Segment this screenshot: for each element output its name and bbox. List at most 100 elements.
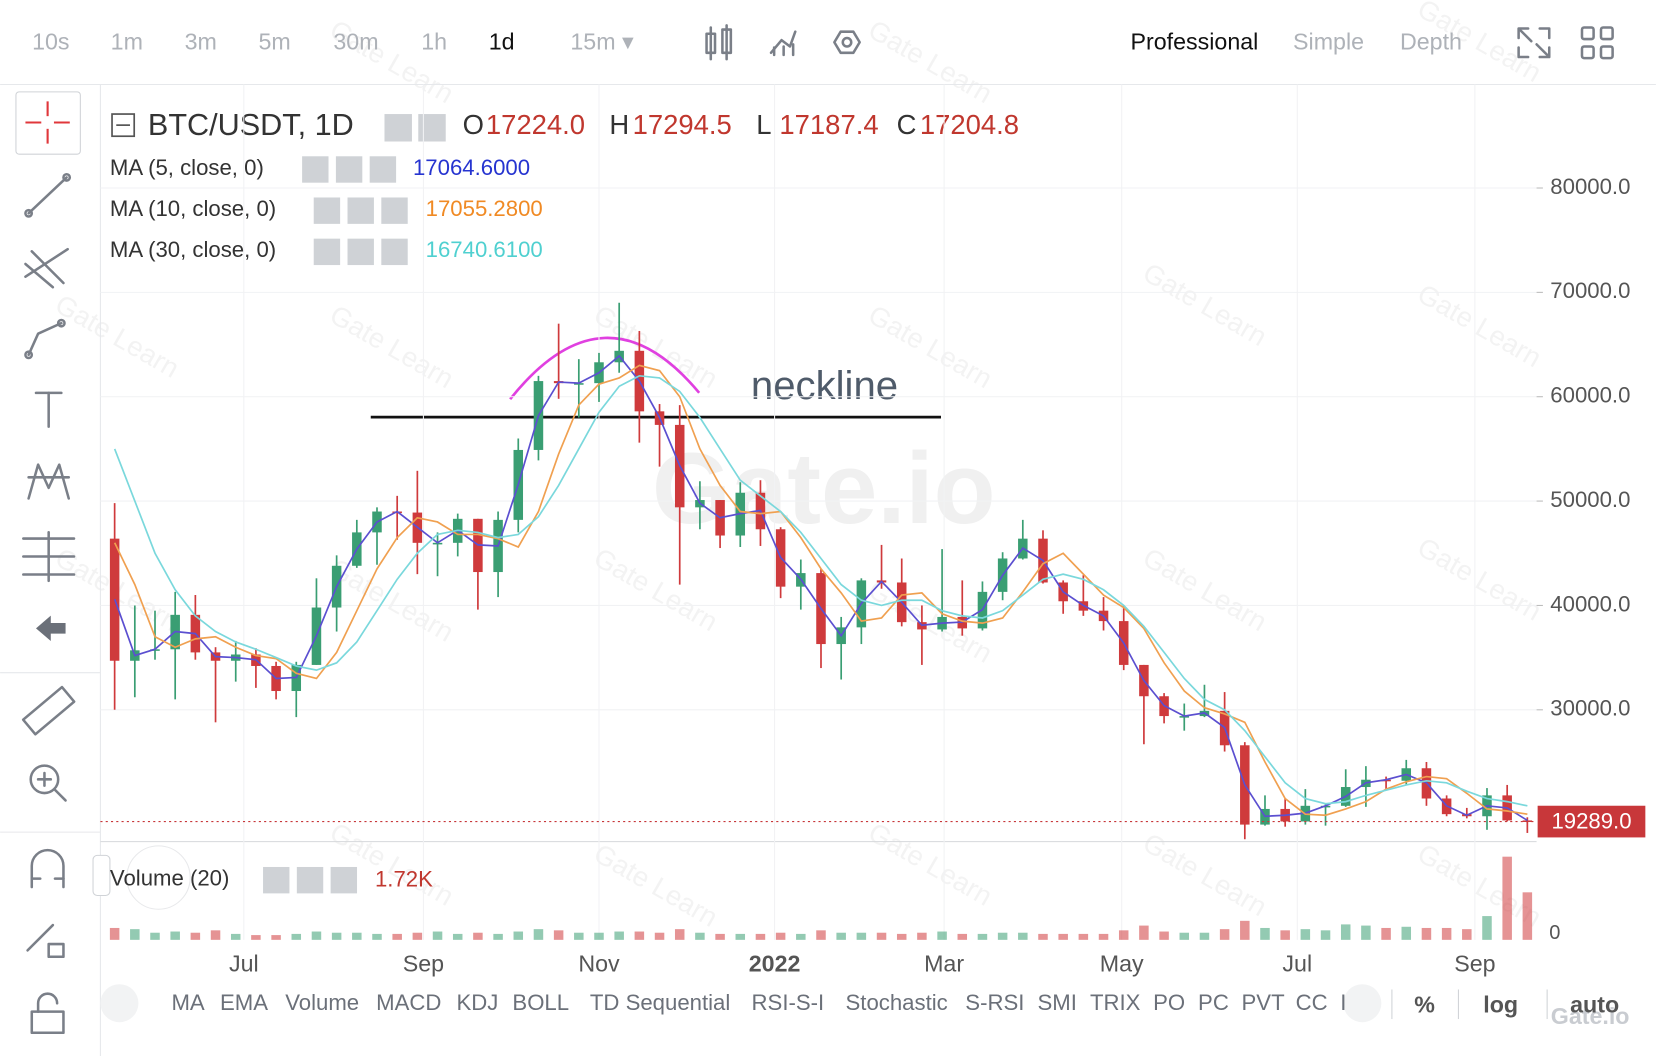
volume-legend-button[interactable]	[330, 866, 358, 894]
volume-bar	[1018, 932, 1028, 940]
head-arc	[509, 336, 701, 400]
indicator-option[interactable]: TRIX	[1090, 990, 1141, 1015]
volume-bar	[977, 933, 988, 940]
trendline-tool[interactable]	[24, 172, 72, 218]
ohlc-letter: H	[609, 109, 629, 140]
indicator-option[interactable]: RSI-S-I	[752, 990, 825, 1015]
zoom-tool[interactable]	[29, 764, 67, 802]
volume-bar	[1441, 927, 1452, 940]
volume-bar	[1482, 916, 1492, 940]
ma-legend-button[interactable]	[381, 197, 408, 224]
indicator-option[interactable]: MA	[171, 990, 204, 1015]
indicator-option[interactable]: BOLL	[512, 990, 569, 1015]
volume-bar	[1361, 925, 1371, 940]
volume-bar	[533, 929, 544, 940]
collapse-toggle[interactable]	[92, 854, 111, 897]
scroll-left[interactable]	[100, 984, 139, 1023]
x-tick-label: Nov	[578, 950, 620, 976]
volume-bar	[150, 932, 160, 940]
last-price-label: 19289.0	[1551, 808, 1631, 833]
interval-option[interactable]: 1m	[111, 28, 143, 54]
volume-bar	[130, 929, 140, 940]
settings-icon[interactable]	[833, 30, 861, 55]
ma-legend-button[interactable]	[369, 156, 397, 183]
back-tool[interactable]	[36, 615, 66, 641]
indicator-option[interactable]: CC	[1296, 990, 1328, 1015]
indicator-option[interactable]: PC	[1198, 990, 1229, 1015]
settings-button[interactable]	[418, 114, 446, 142]
visibility-button[interactable]	[384, 114, 412, 142]
indicator-option[interactable]: S-RSI	[965, 990, 1024, 1015]
indicator-option[interactable]: PVT	[1242, 990, 1286, 1015]
interval-option[interactable]: 1d	[489, 28, 515, 54]
ma-legend-button[interactable]	[335, 156, 363, 183]
volume-bar	[513, 931, 524, 940]
mode-option[interactable]: Professional	[1131, 28, 1259, 54]
scale-option[interactable]: log	[1483, 992, 1518, 1018]
ohlc-letter: L	[756, 109, 771, 140]
volume-bar	[1159, 931, 1169, 940]
indicator-option[interactable]: Volume	[285, 990, 359, 1015]
indicator-option[interactable]: MACD	[376, 990, 441, 1015]
interval-option[interactable]: 30m	[333, 28, 378, 54]
interval-option[interactable]: 15m ▾	[570, 28, 634, 54]
volume-bar	[876, 932, 887, 940]
indicator-option[interactable]: SMI	[1037, 990, 1076, 1015]
layout-icon[interactable]	[1580, 26, 1614, 60]
lock-draw-tool[interactable]	[26, 923, 65, 959]
mode-option[interactable]: Simple	[1293, 28, 1364, 54]
volume-bar	[1179, 932, 1190, 940]
volume-bar	[896, 933, 907, 940]
ma-legend-value: 17064.6000	[413, 155, 530, 180]
measure-tool[interactable]	[22, 530, 76, 583]
interval-option[interactable]: 1h	[421, 28, 447, 54]
ma-legend-button[interactable]	[313, 197, 341, 224]
volume-bar	[856, 932, 867, 940]
fib-tool[interactable]	[24, 247, 69, 289]
volume-bar	[452, 933, 463, 940]
volume-bar	[1240, 920, 1250, 940]
y-tick-label: 80000.0	[1550, 174, 1630, 199]
pattern-tool[interactable]	[27, 463, 71, 500]
fullscreen-icon[interactable]	[1517, 27, 1551, 59]
volume-bar	[1300, 929, 1311, 940]
ma-legend-button[interactable]	[347, 238, 374, 266]
lock-tool[interactable]	[30, 992, 65, 1035]
crosshair-button[interactable]	[15, 91, 81, 155]
scale-option[interactable]: %	[1414, 992, 1435, 1018]
candle-icon[interactable]	[705, 24, 733, 61]
collapse-button[interactable]	[111, 113, 136, 138]
interval-option[interactable]: 5m	[259, 28, 291, 54]
volume-bar	[1502, 856, 1512, 940]
indicator-option[interactable]: KDJ	[456, 990, 498, 1015]
indicator-option[interactable]: TD Sequential	[590, 990, 730, 1015]
volume-bar	[352, 932, 362, 940]
ma-legend-button[interactable]	[302, 156, 329, 183]
ma-legend-button[interactable]	[347, 197, 374, 224]
interval-option[interactable]: 3m	[185, 28, 217, 54]
magnet-tool[interactable]	[30, 848, 65, 889]
path-tool[interactable]	[24, 318, 66, 360]
crosshair-icon	[25, 101, 70, 144]
indicator-icon[interactable]	[769, 30, 797, 57]
volume-bar	[251, 935, 261, 940]
text-tool[interactable]	[34, 391, 63, 428]
ruler-tool[interactable]	[21, 685, 76, 736]
ma-legend-button[interactable]	[313, 238, 341, 266]
mode-option[interactable]: Depth	[1400, 28, 1462, 54]
scale-option[interactable]: auto	[1570, 992, 1619, 1018]
indicator-option[interactable]: I	[1340, 990, 1346, 1015]
indicator-option[interactable]: EMA	[220, 990, 268, 1015]
indicator-option[interactable]: PO	[1153, 990, 1185, 1015]
volume-bar	[1139, 925, 1149, 940]
chart-title: BTC/USDT, 1D	[148, 108, 354, 142]
interval-option[interactable]: 10s	[32, 28, 69, 54]
volume-legend-button[interactable]	[296, 866, 324, 894]
volume-bar	[836, 932, 846, 940]
scroll-right[interactable]	[1343, 984, 1382, 1023]
volume-legend-button[interactable]	[263, 866, 290, 894]
x-tick-label: 2022	[749, 950, 801, 976]
ma-legend-button[interactable]	[381, 238, 408, 266]
indicator-option[interactable]: Stochastic	[846, 990, 948, 1015]
